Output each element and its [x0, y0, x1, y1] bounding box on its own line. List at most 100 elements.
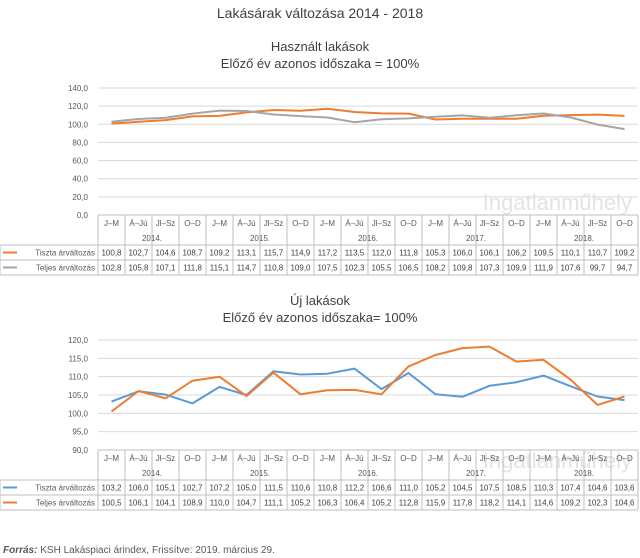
- chart2-y-tick-label: 110,0: [69, 373, 89, 382]
- chart2-data-label: 107,5: [479, 484, 500, 493]
- chart1-title-block: Használt lakások Előző év azonos időszak…: [0, 38, 640, 72]
- chart1-data-label: 107,5: [317, 264, 338, 273]
- chart1-quarter-label: Jl–Sz: [372, 219, 392, 228]
- chart1-data-label: 111,8: [183, 264, 202, 273]
- chart2-y-tick-label: 90,0: [72, 446, 88, 455]
- chart1-data-label: 111,8: [399, 249, 418, 258]
- chart1-quarter-label: Á–Jú: [345, 219, 363, 228]
- chart1-data-label: 115,7: [264, 249, 284, 258]
- chart2-data-label: 105,1: [155, 484, 176, 493]
- chart1-data-label: 106,5: [398, 264, 419, 273]
- chart2-data-label: 104,1: [155, 499, 176, 508]
- chart1-data-label: 102,7: [128, 249, 149, 258]
- chart2-quarter-label: O–D: [616, 454, 633, 463]
- chart1-data-label: 105,3: [425, 249, 446, 258]
- chart1-y-tick-label: 40,0: [72, 175, 88, 184]
- chart2-data-label: 115,9: [426, 499, 446, 508]
- chart1-data-label: 100,8: [101, 249, 122, 258]
- chart2-y-tick-label: 95,0: [72, 428, 88, 437]
- chart2-data-label: 118,2: [480, 499, 500, 508]
- chart2-data-label: 110,8: [318, 484, 338, 493]
- chart2-year-label: 2018.: [574, 469, 594, 478]
- chart1-y-tick-label: 100,0: [68, 120, 89, 129]
- chart2-data-label: 104,6: [587, 484, 608, 493]
- chart2-data-label: 114,6: [534, 499, 554, 508]
- chart1-quarter-label: J–M: [320, 219, 335, 228]
- chart1-data-label: 106,1: [479, 249, 500, 258]
- chart1-quarter-label: Jl–Sz: [588, 219, 608, 228]
- chart2-quarter-label: Jl–Sz: [156, 454, 176, 463]
- chart2-data-label: 112,2: [345, 484, 365, 493]
- chart1-data-label: 108,2: [425, 264, 446, 273]
- chart2-year-label: 2014.: [142, 469, 162, 478]
- chart2-data-label: 109,2: [560, 499, 581, 508]
- chart2-quarter-label: O–D: [292, 454, 309, 463]
- chart1-data-label: 114,9: [291, 249, 311, 258]
- chart1-legend-name-2: Teljes árváltozás: [36, 264, 95, 273]
- chart1-data-label: 107,3: [479, 264, 500, 273]
- chart1-data-label: 109,8: [452, 264, 473, 273]
- chart2-quarter-label: J–M: [212, 454, 227, 463]
- chart2-series-line-2: [110, 345, 625, 413]
- chart1-year-label: 2017.: [466, 234, 486, 243]
- chart1-quarter-label: J–M: [212, 219, 227, 228]
- chart1-data-label: 110,8: [264, 264, 284, 273]
- chart1-quarter-label: O–D: [184, 219, 201, 228]
- chart2-title-block: Új lakások Előző év azonos időszaka= 100…: [0, 292, 640, 326]
- chart1-quarter-label: Jl–Sz: [480, 219, 500, 228]
- chart2-data-label: 111,5: [264, 484, 283, 493]
- main-title: Lakásárak változása 2014 - 2018: [216, 5, 424, 21]
- chart1-data-label: 111,9: [534, 264, 553, 273]
- chart1-data-label: 105,5: [371, 264, 392, 273]
- chart1-y-tick-label: 80,0: [72, 138, 88, 147]
- source-text: KSH Lakáspiaci árindex, Frissítve: 2019.…: [40, 545, 275, 556]
- chart2-quarter-label: Jl–Sz: [480, 454, 500, 463]
- chart2-quarter-label: Á–Jú: [237, 454, 255, 463]
- chart1-subtitle: Előző év azonos időszaka = 100%: [220, 56, 420, 71]
- chart1-data-label: 108,7: [182, 249, 203, 258]
- chart2-series-line-1: [111, 367, 625, 405]
- chart2-y-tick-label: 105,0: [68, 391, 89, 400]
- chart2-quarter-label: O–D: [400, 454, 417, 463]
- chart1-data-label: 107,1: [155, 264, 176, 273]
- chart1-quarter-label: O–D: [616, 219, 633, 228]
- chart1-data-label: 110,7: [588, 249, 608, 258]
- chart1-data-label: 110,1: [561, 249, 581, 258]
- chart2-year-label: 2016.: [358, 469, 378, 478]
- chart2-data-label: 105,2: [425, 484, 446, 493]
- chart2-data-label: 108,5: [506, 484, 527, 493]
- chart2-data-label: 110,6: [291, 484, 311, 493]
- chart2-year-label: 2017.: [466, 469, 486, 478]
- chart2-data-label: 111,0: [399, 484, 418, 493]
- chart2-data-label: 110,0: [210, 499, 230, 508]
- chart1-y-tick-label: 140,0: [68, 84, 89, 93]
- chart1-year-label: 2018.: [574, 234, 594, 243]
- chart2-data-label: 106,4: [344, 499, 365, 508]
- chart2-data-label: 107,2: [209, 484, 230, 493]
- chart1-quarter-label: Á–Jú: [561, 219, 579, 228]
- chart2-year-label: 2015.: [250, 469, 270, 478]
- chart1-quarter-label: O–D: [508, 219, 525, 228]
- chart1-y-tick-label: 60,0: [72, 157, 88, 166]
- chart1-used-homes: Ingatlanműhely 0,0 20,0 40,0 60,0 80,0 100,0 12…: [0, 84, 639, 276]
- chart2-y-tick-label: 115,0: [69, 354, 89, 363]
- chart1-data-label: 109,5: [533, 249, 554, 258]
- chart1-data-label: 104,6: [155, 249, 176, 258]
- chart1-title: Használt lakások: [270, 39, 370, 54]
- chart1-series-line-1: [111, 107, 625, 125]
- chart1-year-label: 2015.: [250, 234, 270, 243]
- chart2-data-label: 112,8: [399, 499, 419, 508]
- chart1-data-label: 109,2: [209, 249, 230, 258]
- chart1-data-label: 99,7: [590, 264, 606, 273]
- chart2-quarter-label: J–M: [536, 454, 551, 463]
- chart2-legend-name-2: Teljes árváltozás: [36, 499, 95, 508]
- chart2-quarter-label: Á–Jú: [453, 454, 471, 463]
- chart1-data-label: 106,2: [506, 249, 527, 258]
- source-label: Forrás:: [3, 545, 38, 556]
- chart2-data-label: 102,7: [182, 484, 203, 493]
- chart2-data-label: 106,6: [371, 484, 392, 493]
- chart2-data-label: 105,2: [371, 499, 392, 508]
- chart2-quarter-label: J–M: [104, 454, 119, 463]
- chart2-quarter-label: O–D: [508, 454, 525, 463]
- chart2-data-label: 104,7: [236, 499, 257, 508]
